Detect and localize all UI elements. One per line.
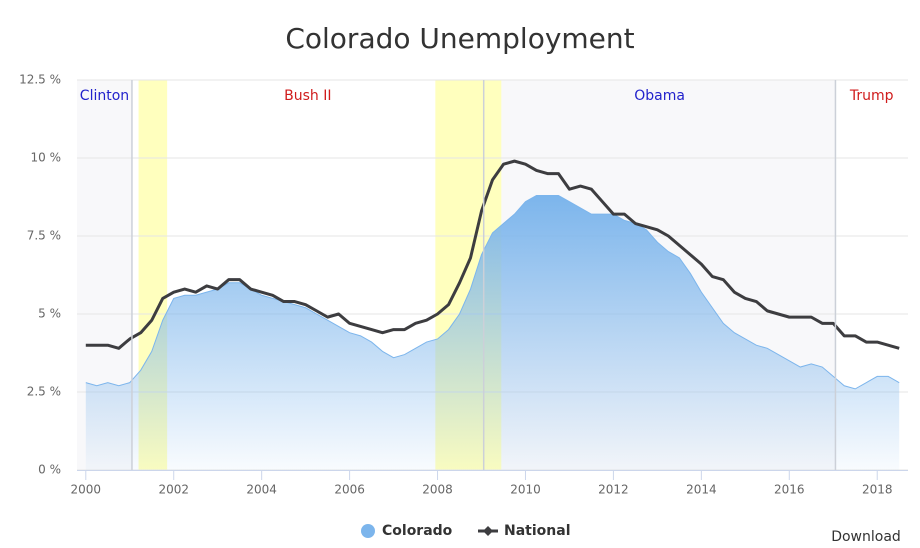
y-tick-label: 2.5 % <box>27 385 61 399</box>
chart-title: Colorado Unemployment <box>285 22 634 55</box>
legend-label: Colorado <box>382 523 453 539</box>
x-tick-label: 2000 <box>71 483 102 497</box>
y-tick-label: 7.5 % <box>27 229 61 243</box>
x-tick-label: 2008 <box>422 483 453 497</box>
y-tick-label: 5 % <box>38 307 61 321</box>
y-tick-label: 0 % <box>38 463 61 477</box>
x-tick-label: 2014 <box>686 483 717 497</box>
line <box>85 159 900 350</box>
y-tick-label: 12.5 % <box>19 73 61 87</box>
x-tick-label: 2006 <box>334 483 365 497</box>
x-tick-label: 2018 <box>862 483 893 497</box>
download-button[interactable]: Download <box>831 529 901 545</box>
x-tick-label: 2004 <box>246 483 277 497</box>
x-tick-label: 2010 <box>510 483 541 497</box>
x-tick-label: 2016 <box>774 483 805 497</box>
marks <box>85 159 900 470</box>
x-tick-label: 2002 <box>158 483 189 497</box>
presidency-label: Bush II <box>284 88 331 104</box>
labels: Clinton Bush II Obama Trump 2000 2002 2004 2006… <box>71 80 908 539</box>
presidency-label: Trump <box>849 88 894 104</box>
legend-symbol <box>361 524 375 538</box>
y-tick-label: 10 % <box>31 151 62 165</box>
presidency-label: Clinton <box>80 88 129 104</box>
legend-symbol <box>483 526 493 536</box>
legend-label: National <box>504 523 571 539</box>
x-tick-label: 2012 <box>598 483 629 497</box>
presidency-label: Obama <box>634 88 685 104</box>
area <box>85 195 900 470</box>
